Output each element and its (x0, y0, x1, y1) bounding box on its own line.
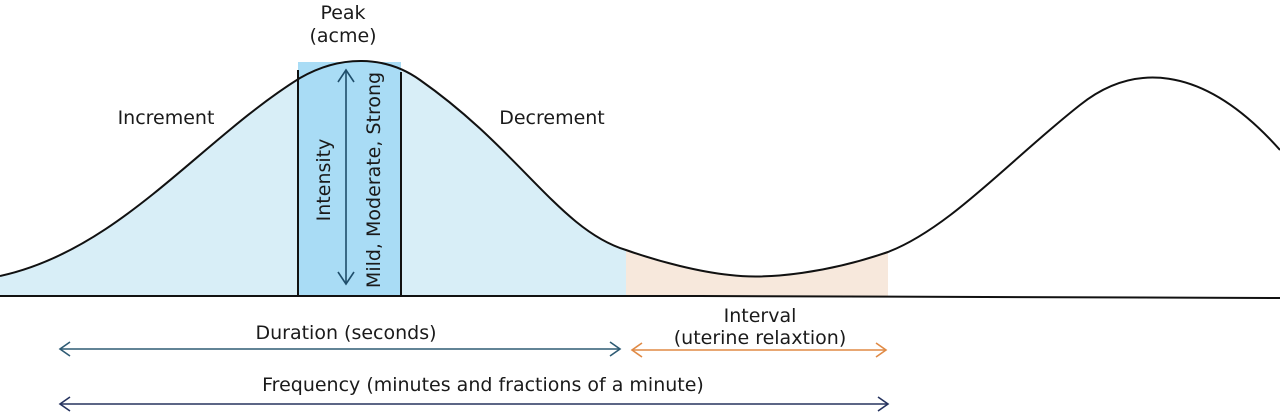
duration-arrow (58, 341, 622, 357)
intensity-label: Intensity (313, 139, 335, 222)
interval-sub-label: (uterine relaxtion) (674, 327, 847, 349)
interval-label: Interval (724, 305, 797, 327)
interval-arrow (630, 342, 888, 358)
peak-band (298, 62, 401, 296)
peak-sub-label: (acme) (309, 25, 376, 47)
interval-area (626, 250, 888, 296)
increment-label: Increment (118, 107, 215, 129)
duration-label: Duration (seconds) (255, 322, 436, 344)
frequency-arrow (58, 396, 890, 412)
intensity-scale-label: Mild, Moderate, Strong (363, 72, 385, 288)
baseline (0, 294, 1280, 299)
intensity-arrow (337, 68, 355, 286)
frequency-label: Frequency (minutes and fractions of a mi… (262, 374, 704, 396)
peak-label: Peak (320, 2, 365, 24)
contraction-curve (0, 60, 1280, 278)
decrement-label: Decrement (499, 107, 605, 129)
